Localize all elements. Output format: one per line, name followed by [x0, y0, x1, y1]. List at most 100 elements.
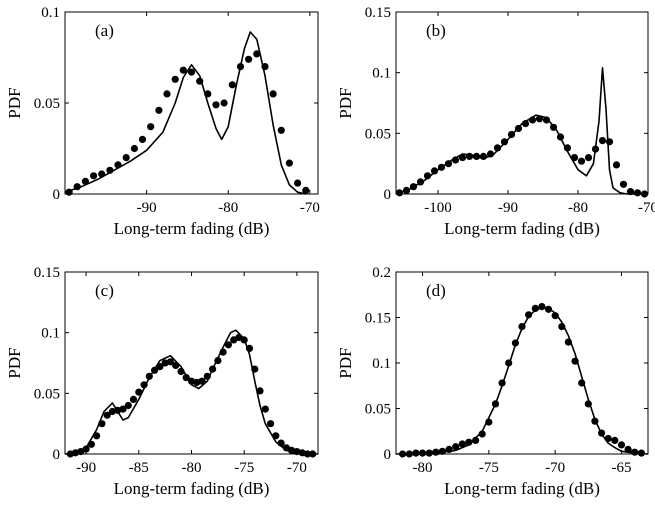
x-tick-label-a: -70	[300, 200, 320, 216]
data-point-b	[598, 137, 607, 145]
data-point-b	[416, 178, 425, 186]
data-point-c	[93, 432, 101, 440]
data-point-b	[444, 160, 453, 168]
y-tick-label-c: 0.15	[34, 265, 60, 281]
panel-label-a: (a)	[95, 21, 114, 40]
data-point-d	[485, 418, 493, 426]
data-point-a	[65, 188, 73, 196]
data-point-a	[163, 90, 171, 98]
y-axis-label-c: PDF	[5, 347, 24, 378]
data-point-d	[598, 429, 606, 437]
data-point-c	[103, 411, 111, 419]
data-point-b	[605, 138, 614, 146]
data-point-d	[505, 359, 513, 367]
data-point-b	[472, 152, 481, 160]
data-point-d	[452, 443, 460, 451]
data-point-d	[465, 438, 473, 446]
data-point-c	[214, 357, 222, 365]
data-point-a	[98, 170, 106, 178]
data-point-a	[114, 161, 122, 169]
data-point-d	[405, 450, 413, 458]
plot-frame-b	[395, 11, 649, 195]
data-point-b	[458, 154, 467, 162]
y-tick-label-b: 0.05	[365, 126, 391, 142]
x-tick-label-c: -75	[234, 460, 254, 476]
data-point-d	[458, 440, 466, 448]
data-point-b	[430, 167, 439, 175]
data-point-a	[171, 75, 179, 83]
y-tick-label-b: 0	[384, 187, 392, 203]
x-tick-label-d: -80	[413, 460, 433, 476]
data-point-c	[256, 387, 264, 395]
data-point-c	[177, 367, 185, 376]
x-tick-label-a: -80	[218, 200, 238, 216]
data-point-d	[472, 436, 480, 444]
data-point-a	[196, 77, 204, 85]
data-point-d	[445, 445, 453, 453]
panel-c: -90 -85 -80 -75 -70 0 0.05 0.1 0.15 Long-term fad…	[5, 265, 319, 498]
data-point-d	[624, 445, 632, 453]
fit-curve-b	[395, 67, 648, 195]
x-tick-label-c: -80	[182, 460, 202, 476]
y-axis-label-b: PDF	[336, 87, 355, 118]
data-point-d	[498, 379, 506, 387]
y-tick-label-a: 0.05	[34, 96, 60, 112]
data-point-d	[418, 449, 427, 457]
data-point-b	[577, 157, 586, 165]
data-point-c	[166, 358, 174, 366]
data-point-a	[245, 55, 253, 63]
data-point-d	[531, 304, 539, 312]
data-point-c	[209, 365, 217, 373]
data-point-b	[423, 172, 432, 180]
data-point-a	[269, 90, 277, 98]
data-point-c	[272, 432, 280, 440]
data-point-d	[412, 449, 420, 457]
data-point-d	[631, 448, 639, 456]
data-point-c	[261, 405, 269, 413]
fit-curve-c	[64, 329, 318, 455]
data-point-b	[633, 189, 642, 197]
panel-label-b: (b)	[426, 21, 446, 40]
x-axis-label-c: Long-term fading (dB)	[114, 479, 270, 498]
y-tick-label-d: 0	[384, 447, 392, 463]
data-point-c	[245, 344, 254, 352]
data-point-c	[156, 363, 164, 371]
data-point-b	[584, 154, 593, 162]
data-point-c	[203, 372, 211, 380]
x-tick-label-d: -70	[545, 460, 565, 476]
data-point-b	[409, 183, 418, 191]
data-point-a	[261, 63, 269, 71]
data-point-c	[182, 374, 190, 382]
data-point-b	[556, 133, 565, 141]
y-tick-label-d: 0.05	[365, 402, 391, 418]
x-tick-label-b: -90	[498, 200, 518, 216]
data-point-d	[491, 400, 500, 408]
panel-a: -90 -80 -70 0 0.05 0.1 Long-term fading (dB) PD…	[5, 5, 320, 238]
data-point-a	[73, 183, 81, 191]
data-point-b	[493, 144, 502, 152]
x-tick-label-a: -90	[137, 200, 157, 216]
data-point-d	[525, 311, 533, 319]
data-point-a	[122, 154, 130, 162]
data-point-b	[500, 138, 509, 146]
data-point-d	[637, 449, 646, 457]
data-point-b	[549, 123, 558, 131]
data-point-c	[82, 445, 90, 453]
data-point-b	[402, 186, 411, 194]
data-point-a	[253, 50, 261, 58]
data-point-c	[240, 336, 248, 344]
x-tick-label-b: -80	[568, 200, 588, 216]
data-point-c	[219, 348, 227, 356]
panel-label-d: (d)	[426, 281, 446, 300]
y-tick-label-b: 0.15	[365, 5, 391, 21]
fit-curve-a	[64, 31, 306, 195]
data-point-b	[507, 130, 516, 139]
data-point-d	[438, 447, 446, 455]
data-point-d	[578, 379, 586, 387]
x-tick-label-c: -85	[129, 460, 149, 476]
data-point-d	[518, 323, 526, 331]
data-point-d	[617, 441, 626, 449]
data-point-b	[619, 180, 628, 188]
data-point-a	[155, 106, 163, 114]
data-point-a	[90, 172, 98, 180]
